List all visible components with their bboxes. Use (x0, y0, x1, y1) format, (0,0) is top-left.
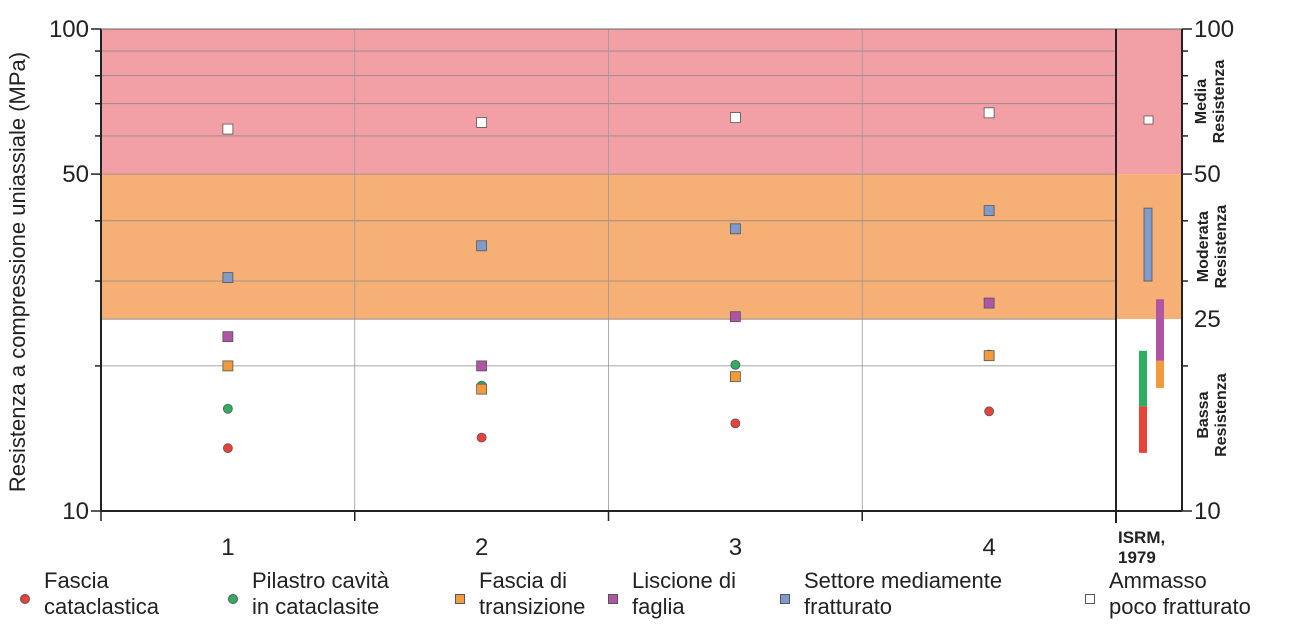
data-point (222, 403, 233, 414)
data-point (729, 112, 741, 123)
y-tick-label-right: 25 (1194, 306, 1221, 333)
legend-label: Ammasso poco fratturato (1109, 568, 1251, 619)
legend-item: Fascia cataclastica (20, 568, 159, 620)
legend-item: Pilastro cavità in cataclasite (228, 568, 389, 620)
y-tick-label-right: 100 (1194, 16, 1234, 43)
band-label: BassaResistenza (1195, 373, 1230, 457)
legend-label: Fascia cataclastica (44, 568, 159, 619)
resistance-bands (101, 29, 1182, 511)
plot-frame (91, 28, 1192, 523)
band-0 (101, 29, 1182, 175)
data-point (983, 107, 995, 119)
x-tick-label: 1 (221, 534, 234, 561)
data-point (729, 371, 741, 383)
legend-item: Ammasso poco fratturato (1085, 568, 1251, 620)
data-point (222, 272, 234, 283)
y-tick-label-right: 50 (1194, 161, 1221, 188)
data-point (222, 331, 234, 343)
y-tick-label-right: 10 (1194, 498, 1221, 525)
legend-marker (455, 594, 465, 604)
data-point (729, 223, 741, 235)
isrm-range-bar (1156, 299, 1164, 361)
y-tick-label: 100 (49, 16, 89, 43)
legend-label: Settore mediamente fratturato (804, 568, 1003, 619)
data-point (730, 418, 741, 429)
legend-label: Pilastro cavità in cataclasite (252, 568, 389, 619)
band-label: ModerataResistenza (1195, 205, 1230, 289)
data-point (476, 240, 488, 252)
data-point (476, 360, 488, 372)
isrm-column-label: ISRM, 1979 (1118, 528, 1165, 567)
legend-item: Fascia di transizione (455, 568, 585, 620)
data-point (984, 406, 995, 417)
data-point (983, 205, 995, 216)
data-point (222, 123, 234, 135)
isrm-range-bar (1139, 406, 1147, 453)
x-tick-label: 2 (475, 534, 488, 561)
y-tick-label: 10 (62, 498, 89, 525)
legend-label: Fascia di transizione (479, 568, 586, 619)
isrm-range-bar (1156, 360, 1164, 388)
legend-item: Settore mediamente fratturato (780, 568, 1002, 620)
x-tick-label: 4 (982, 534, 995, 561)
band-labels: MediaResistenza ModerataResistenza BassaRe… (1193, 60, 1230, 457)
x-tick-label: 3 (729, 534, 742, 561)
data-point (729, 311, 741, 323)
legend-label: Liscione di faglia (632, 568, 736, 619)
data-point (222, 443, 233, 454)
legend-marker (228, 594, 238, 604)
data-point (983, 297, 995, 309)
legend-marker (608, 594, 618, 604)
grid-lines (101, 29, 1116, 511)
y-axis-label: Resistenza a compressione uniassiale (MP… (5, 52, 30, 492)
legend: Fascia cataclastica Pilastro cavità in ca… (0, 568, 1297, 630)
legend-marker (780, 594, 790, 604)
legend-item: Liscione di faglia (608, 568, 736, 620)
data-point (983, 350, 995, 362)
isrm-range-bar (1139, 350, 1147, 407)
chart: 100 50 10 100 50 25 10 1 2 3 4 Resistenza a compre… (5, 16, 1234, 567)
legend-marker (1085, 594, 1095, 604)
data-point (476, 383, 488, 395)
isrm-range-bar (1143, 115, 1154, 125)
data-points (222, 107, 995, 454)
isrm-range-bar (1143, 207, 1153, 282)
band-label: MediaResistenza (1193, 60, 1228, 144)
data-point (730, 359, 741, 370)
y-tick-label: 50 (62, 161, 89, 188)
band-2 (101, 319, 1182, 511)
band-1 (101, 174, 1182, 320)
isrm-range-bars (1139, 115, 1164, 453)
data-point (476, 432, 487, 443)
data-point (476, 117, 488, 128)
legend-marker (20, 594, 30, 604)
data-point (222, 360, 234, 372)
axis-tick-labels: 100 50 10 100 50 25 10 1 2 3 4 (49, 16, 1234, 561)
